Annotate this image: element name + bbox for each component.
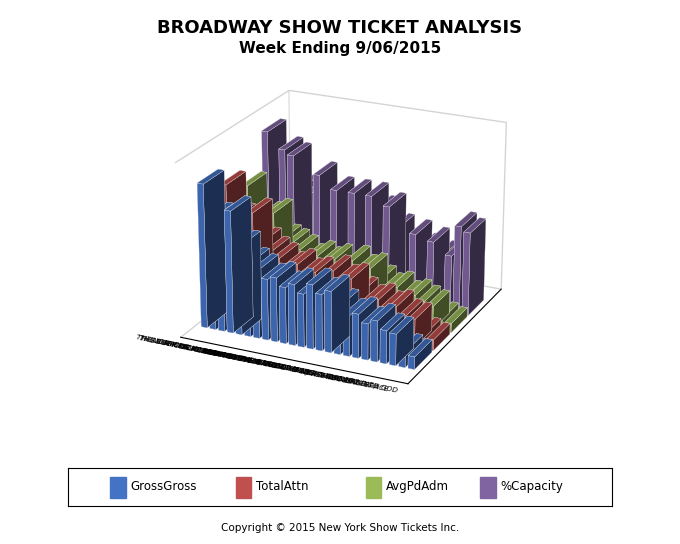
- Text: AvgPdAdm: AvgPdAdm: [386, 480, 449, 493]
- Text: TotalAttn: TotalAttn: [256, 480, 308, 493]
- Text: Copyright © 2015 New York Show Tickets Inc.: Copyright © 2015 New York Show Tickets I…: [221, 523, 459, 533]
- Bar: [366, 477, 381, 498]
- Text: %Capacity: %Capacity: [500, 480, 563, 493]
- Bar: [110, 477, 126, 498]
- Text: Week Ending 9/06/2015: Week Ending 9/06/2015: [239, 41, 441, 56]
- Bar: [480, 477, 496, 498]
- Text: GrossGross: GrossGross: [131, 480, 197, 493]
- Bar: [235, 477, 251, 498]
- Text: BROADWAY SHOW TICKET ANALYSIS: BROADWAY SHOW TICKET ANALYSIS: [158, 19, 522, 37]
